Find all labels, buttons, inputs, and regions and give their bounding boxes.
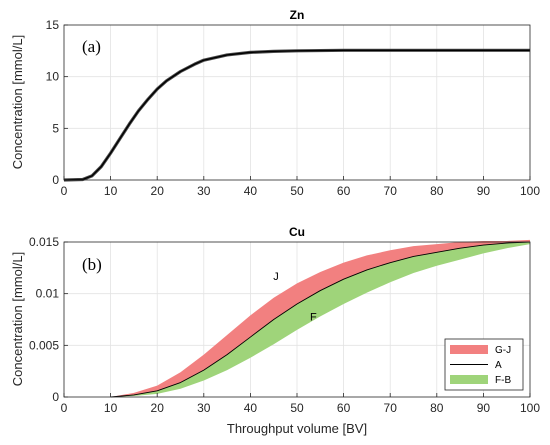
x-tick-label: 90 bbox=[477, 401, 491, 415]
panel-tag-b: (b) bbox=[82, 255, 102, 274]
annotations-cu: JF bbox=[273, 271, 317, 323]
y-tick-label: 15 bbox=[46, 18, 60, 32]
x-tick-label: 20 bbox=[151, 401, 165, 415]
x-tick-label: 60 bbox=[337, 401, 351, 415]
y-tick-label: 0.01 bbox=[36, 287, 60, 301]
annotation-f: F bbox=[310, 312, 317, 324]
legend-label-f-b: F-B bbox=[495, 375, 511, 386]
y-axis-label-zn: Concentration [mmol/L] bbox=[10, 35, 25, 169]
x-tick-label: 50 bbox=[290, 401, 304, 415]
x-axis-label: Throughput volume [BV] bbox=[227, 421, 367, 436]
x-tick-label: 40 bbox=[244, 401, 258, 415]
x-tick-label: 20 bbox=[151, 184, 165, 198]
panel-tag-a: (a) bbox=[82, 37, 101, 56]
band-g-j bbox=[110, 239, 530, 397]
legend-swatch-f-b bbox=[450, 375, 488, 384]
series-line bbox=[63, 49, 530, 181]
legend-label-a: A bbox=[495, 360, 502, 371]
x-tick-label: 90 bbox=[477, 184, 491, 198]
y-tick-label: 0.005 bbox=[29, 338, 59, 352]
x-tick-label: 10 bbox=[104, 184, 118, 198]
legend-swatch-g-j bbox=[450, 345, 488, 354]
chart-title-cu: Cu bbox=[289, 225, 305, 239]
x-tick-label: 30 bbox=[197, 401, 211, 415]
y-tick-label: 5 bbox=[52, 121, 59, 135]
ticks-cu: 0 10 20 30 40 50 60 70 80 90 100 0 0.005 0.01 0.015 bbox=[29, 235, 540, 415]
series-zn bbox=[63, 48, 530, 182]
y-tick-label: 10 bbox=[46, 70, 60, 84]
ticks-zn: 0 10 20 30 40 50 60 70 80 90 100 0 5 10 15 bbox=[46, 18, 541, 198]
y-tick-label: 0 bbox=[52, 173, 59, 187]
chart-title-zn: Zn bbox=[290, 8, 305, 22]
annotation-j: J bbox=[273, 271, 279, 283]
panel-zn: 0 10 20 30 40 50 60 70 80 90 100 0 5 10 15 Zn (a) Conc… bbox=[10, 8, 540, 198]
legend-label-g-j: G-J bbox=[495, 345, 511, 356]
x-tick-label: 100 bbox=[520, 401, 540, 415]
y-axis-label-cu: Concentration [mmol/L] bbox=[10, 252, 25, 386]
legend-cu: G-J A F-B bbox=[444, 338, 524, 391]
x-tick-label: 10 bbox=[104, 401, 118, 415]
x-tick-label: 100 bbox=[520, 184, 540, 198]
x-tick-label: 70 bbox=[384, 401, 398, 415]
x-tick-label: 80 bbox=[430, 184, 444, 198]
y-tick-label: 0 bbox=[52, 390, 59, 404]
series-cu bbox=[110, 239, 531, 398]
x-tick-label: 80 bbox=[430, 401, 444, 415]
x-tick-label: 40 bbox=[244, 184, 258, 198]
x-tick-label: 0 bbox=[61, 184, 68, 198]
y-tick-label: 0.015 bbox=[29, 235, 59, 249]
x-tick-label: 70 bbox=[384, 184, 398, 198]
series-line-a bbox=[110, 241, 531, 398]
panel-cu: 0 10 20 30 40 50 60 70 80 90 100 0 0.005 0.01 0.015 Cu… bbox=[10, 225, 540, 436]
x-tick-label: 0 bbox=[61, 401, 68, 415]
x-tick-label: 50 bbox=[290, 184, 304, 198]
x-tick-label: 60 bbox=[337, 184, 351, 198]
x-tick-label: 30 bbox=[197, 184, 211, 198]
